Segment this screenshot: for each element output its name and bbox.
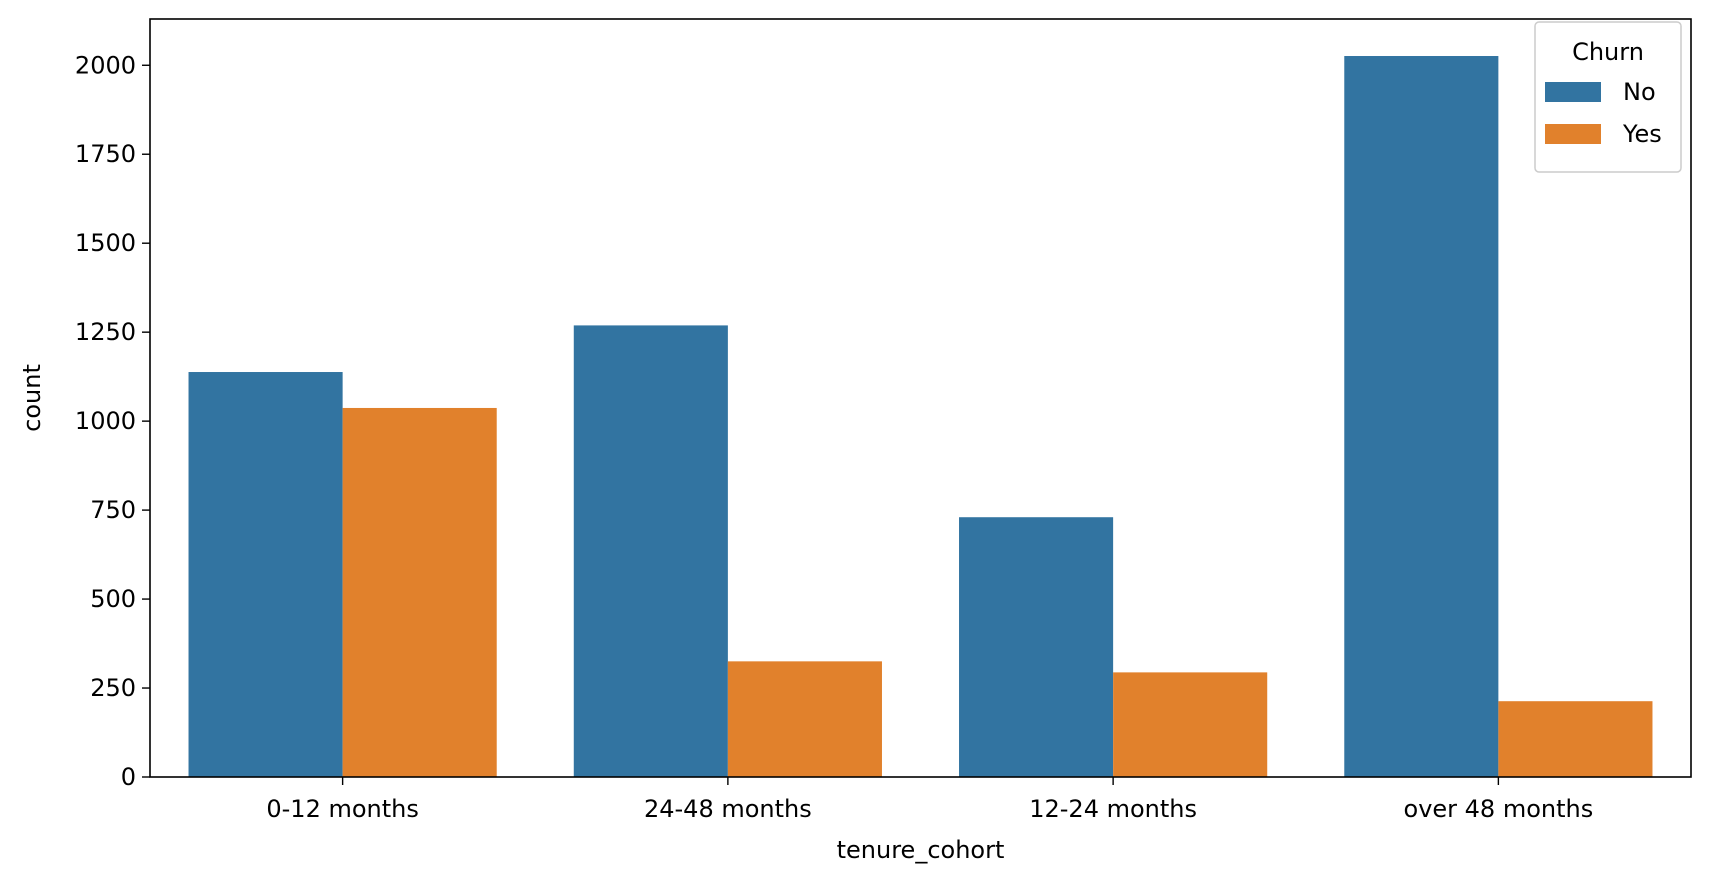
legend: Churn No Yes [1534, 21, 1682, 173]
bars [188, 56, 1653, 778]
y-tick-label: 2000 [75, 51, 136, 79]
x-tick-label: 24-48 months [644, 795, 812, 823]
x-tick-label: 0-12 months [266, 795, 419, 823]
y-axis-label: count [18, 364, 46, 432]
bar-yes-1 [727, 661, 882, 777]
y-tick-label: 1500 [75, 229, 136, 257]
bar-no-0 [188, 372, 343, 777]
legend-label-no: No [1623, 78, 1656, 106]
legend-title: Churn [1572, 38, 1644, 66]
bar-no-3 [1344, 56, 1499, 778]
bar-yes-2 [1113, 672, 1268, 777]
y-axis-ticks: 0 250 500 750 1000 1250 1500 1750 2000 [75, 51, 150, 791]
legend-swatch-yes [1545, 124, 1601, 144]
bar-no-2 [959, 517, 1114, 777]
x-axis-label: tenure_cohort [837, 836, 1005, 864]
y-tick-label: 1750 [75, 140, 136, 168]
legend-swatch-no [1545, 82, 1601, 102]
legend-items: No Yes [1545, 78, 1662, 148]
legend-label-yes: Yes [1622, 120, 1662, 148]
y-tick-label: 250 [90, 674, 136, 702]
x-axis-ticks: 0-12 months 24-48 months 12-24 months over … [266, 777, 1593, 823]
y-tick-label: 1000 [75, 407, 136, 435]
bar-yes-3 [1498, 701, 1653, 777]
y-tick-label: 750 [90, 496, 136, 524]
bar-yes-0 [342, 407, 497, 777]
plot-frame [149, 18, 1692, 778]
bar-no-1 [573, 325, 728, 777]
y-tick-label: 500 [90, 585, 136, 613]
y-tick-label: 0 [121, 763, 136, 791]
y-tick-label: 1250 [75, 318, 136, 346]
x-tick-label: over 48 months [1404, 795, 1594, 823]
x-tick-label: 12-24 months [1029, 795, 1197, 823]
